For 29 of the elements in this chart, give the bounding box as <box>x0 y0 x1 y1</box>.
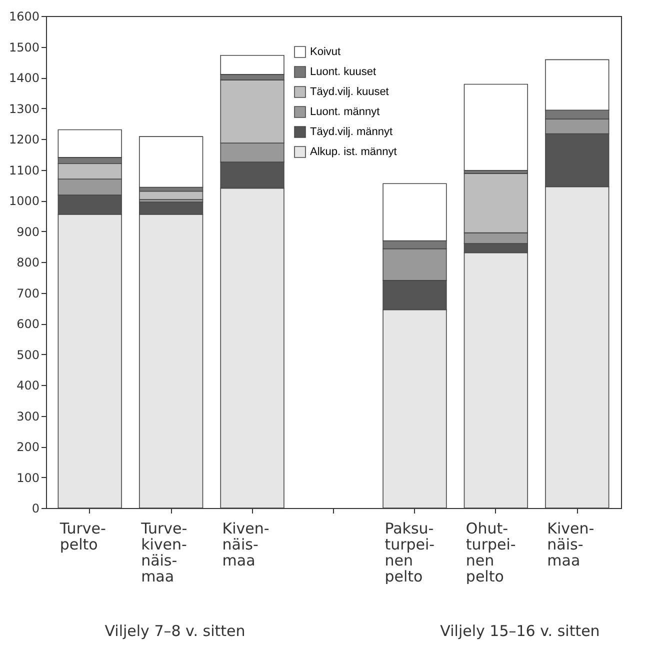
legend-label: Koivut <box>310 46 341 58</box>
y-tick-label: 300 <box>16 409 40 424</box>
y-tick-label: 600 <box>16 317 40 331</box>
y-tick-label: 400 <box>16 378 40 392</box>
x-tick-label: Kiven- näis- maa <box>222 520 270 570</box>
y-tick-label: 1400 <box>8 71 40 85</box>
y-tick-label: 700 <box>16 286 40 300</box>
y-tick-label: 1600 <box>8 10 40 24</box>
x-tick-label: Turve- pelto <box>58 520 106 554</box>
legend-label: Täyd.vilj. kuuset <box>310 86 389 98</box>
y-tick-label: 0 <box>32 502 40 516</box>
y-tick-label: 1300 <box>8 102 40 116</box>
legend-label: Alkup. ist. männyt <box>310 146 397 158</box>
y-tick-label: 800 <box>16 256 40 270</box>
text: Viljely 15–16 v. sitten <box>440 622 600 640</box>
text: Viljely 7–8 v. sitten <box>104 622 246 640</box>
y-tick-label: 200 <box>16 440 40 454</box>
y-tick-label: 900 <box>16 224 40 239</box>
legend-label: Luont. kuuset <box>310 66 376 78</box>
y-tick-label: 1200 <box>8 132 40 146</box>
x-tick-label: Kiven- näis- maa <box>547 520 594 570</box>
x-tick-label: Turve- kiven- näis- maa <box>140 520 188 586</box>
y-tick-label: 500 <box>16 348 40 362</box>
y-tick-label: 100 <box>16 470 40 485</box>
y-tick-label: 1000 <box>8 194 40 208</box>
legend-label: Luont. männyt <box>310 106 380 118</box>
y-tick-label: 1500 <box>8 40 40 54</box>
legend-label: Täyd.vilj. männyt <box>310 126 393 138</box>
y-tick-label: 1100 <box>8 163 40 178</box>
